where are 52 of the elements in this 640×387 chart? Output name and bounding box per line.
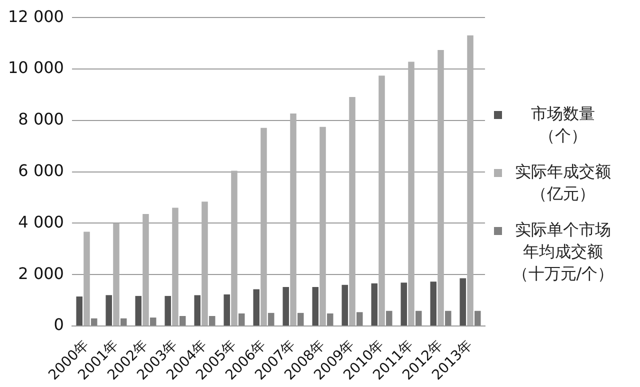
bar xyxy=(106,295,112,326)
bar xyxy=(378,76,385,326)
bar xyxy=(415,310,422,326)
bar xyxy=(444,310,452,326)
y-tick-label: 6 000 xyxy=(18,160,64,180)
bar xyxy=(238,313,245,326)
bar xyxy=(142,214,149,326)
bar xyxy=(90,318,98,326)
bar xyxy=(231,170,238,326)
bar xyxy=(342,284,348,326)
bar xyxy=(135,296,142,326)
y-tick-label: 4 000 xyxy=(18,212,64,232)
legend-label: 实际单个市场年均成交额（十万元/个） xyxy=(511,218,615,284)
bar xyxy=(120,318,127,326)
bar xyxy=(253,289,260,326)
legend-label: 实际年成交额（亿元） xyxy=(514,160,612,204)
bar xyxy=(386,310,392,326)
bar xyxy=(312,286,319,326)
bar xyxy=(164,296,171,326)
bar xyxy=(349,97,356,326)
bar xyxy=(179,316,186,326)
bar xyxy=(467,35,474,326)
y-tick-label: 8 000 xyxy=(18,110,64,129)
bar xyxy=(400,282,408,326)
bar xyxy=(76,296,82,326)
bar xyxy=(430,282,437,326)
bar xyxy=(326,313,334,326)
legend-label: 市场数量（个） xyxy=(530,102,596,146)
bar xyxy=(356,312,363,326)
y-tick-label: 10 000 xyxy=(8,58,64,78)
y-tick-label: 12 000 xyxy=(8,6,64,26)
bar xyxy=(84,232,90,326)
bar xyxy=(371,283,378,326)
bar xyxy=(268,312,274,326)
bar xyxy=(202,202,208,326)
bar xyxy=(172,208,178,326)
bar xyxy=(297,312,304,326)
bar xyxy=(208,316,216,326)
bar xyxy=(474,310,481,326)
bar xyxy=(438,50,444,326)
bar xyxy=(320,126,326,326)
bar xyxy=(260,128,267,326)
y-tick-label: 0 xyxy=(54,315,64,334)
bar xyxy=(460,278,466,326)
bar xyxy=(194,295,200,326)
bar xyxy=(224,294,230,326)
bar xyxy=(408,62,414,326)
bar xyxy=(150,318,156,326)
bar xyxy=(290,113,296,326)
bar xyxy=(113,223,120,326)
bar xyxy=(282,286,289,326)
y-tick-label: 2 000 xyxy=(18,264,64,283)
